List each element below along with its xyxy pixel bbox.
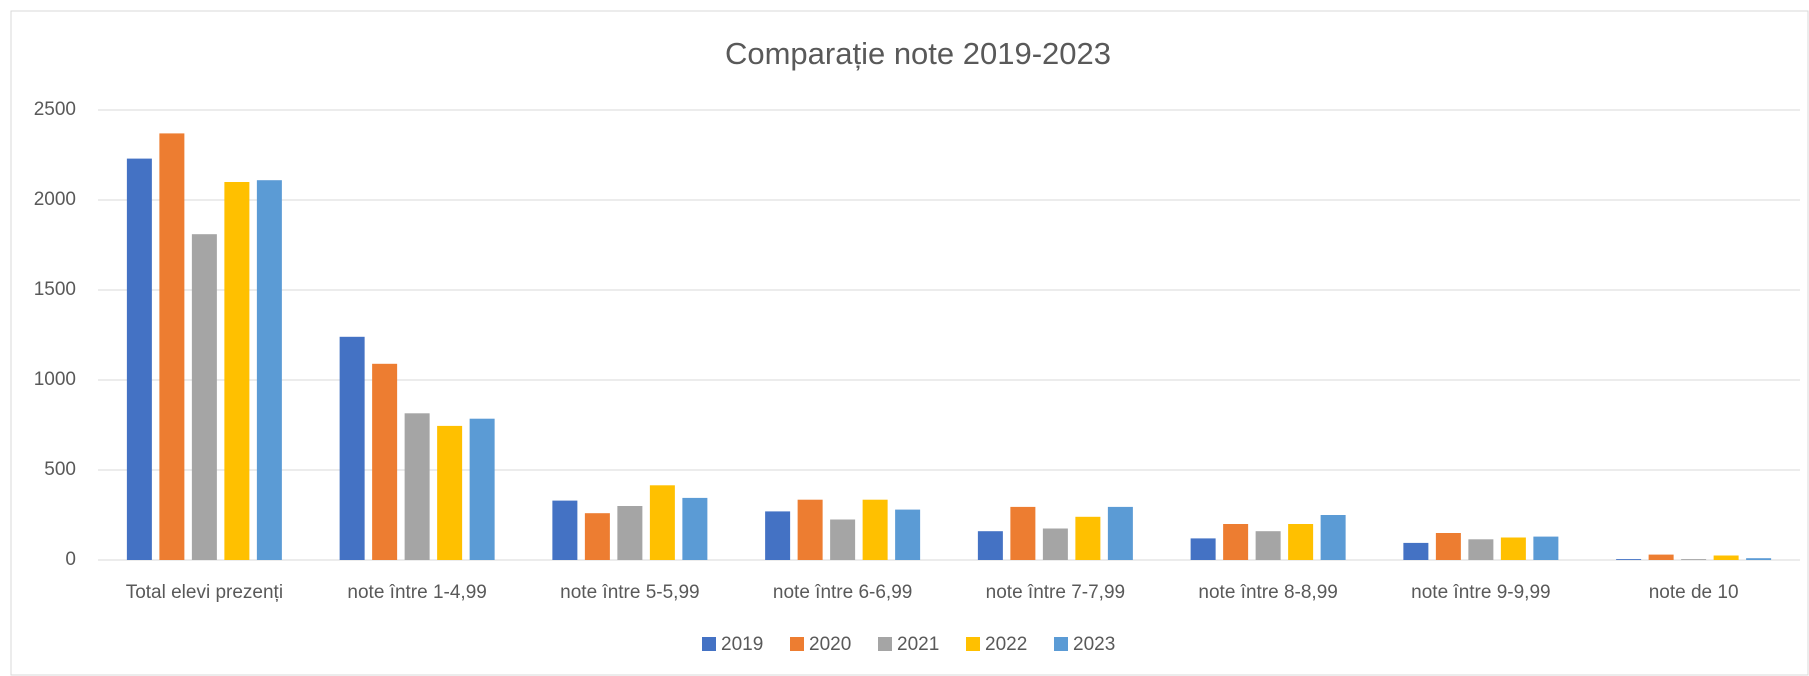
x-tick-label: note între 9-9,99 — [1411, 582, 1550, 603]
x-tick-label: note între 8-8,99 — [1198, 582, 1337, 603]
bar — [1468, 539, 1494, 560]
bar — [1713, 555, 1739, 560]
bar — [126, 158, 152, 560]
bar — [372, 363, 398, 560]
y-tick-label: 2500 — [34, 99, 76, 120]
legend-label: 2020 — [809, 634, 851, 655]
bar — [224, 182, 250, 560]
x-tick-label: note între 7-7,99 — [986, 582, 1125, 603]
bar — [617, 506, 643, 560]
bar — [1435, 533, 1461, 560]
bar — [682, 497, 708, 560]
bar — [1190, 538, 1216, 560]
legend-label: 2021 — [897, 634, 939, 655]
bar — [1223, 524, 1249, 560]
bar — [1010, 506, 1036, 560]
legend-swatch — [702, 637, 716, 651]
bar — [256, 180, 282, 560]
bar — [1320, 515, 1346, 560]
bar — [191, 234, 217, 560]
bar — [1107, 506, 1133, 560]
bar — [895, 509, 921, 560]
x-tick-label: note de 10 — [1649, 582, 1739, 603]
bar — [1746, 558, 1772, 560]
bar — [977, 531, 1003, 560]
bar — [765, 511, 791, 560]
bar — [1042, 528, 1068, 560]
x-tick-label: note între 5-5,99 — [560, 582, 699, 603]
bar — [584, 513, 610, 560]
bar — [552, 500, 578, 560]
legend-swatch — [1054, 637, 1068, 651]
bar — [159, 133, 185, 560]
bar — [1681, 559, 1707, 560]
x-tick-label: Total elevi prezenți — [126, 582, 283, 603]
legend-swatch — [790, 637, 804, 651]
bar — [339, 336, 365, 560]
y-tick-label: 1500 — [34, 279, 76, 300]
legend-swatch — [966, 637, 980, 651]
chart-border — [10, 10, 1809, 676]
y-tick-label: 0 — [65, 549, 76, 570]
bar — [1500, 537, 1526, 560]
legend-label: 2022 — [985, 634, 1027, 655]
bar — [830, 519, 856, 560]
bar — [797, 499, 823, 560]
bar — [649, 485, 675, 560]
bar — [437, 425, 463, 560]
legend-label: 2019 — [721, 634, 763, 655]
bar — [404, 413, 430, 560]
bar — [862, 499, 888, 560]
x-tick-label: note între 1-4,99 — [347, 582, 486, 603]
bar — [469, 418, 495, 560]
legend-swatch — [878, 637, 892, 651]
bar — [1616, 559, 1642, 560]
bar — [1075, 516, 1101, 560]
y-tick-label: 1000 — [34, 369, 76, 390]
bar — [1533, 536, 1559, 560]
y-tick-label: 2000 — [34, 189, 76, 210]
chart-title: Comparație note 2019-2023 — [725, 36, 1111, 71]
bar — [1648, 554, 1674, 560]
bar — [1403, 542, 1429, 560]
bar — [1288, 524, 1314, 560]
x-tick-label: note între 6-6,99 — [773, 582, 912, 603]
legend-label: 2023 — [1073, 634, 1115, 655]
bar — [1255, 531, 1281, 560]
y-tick-label: 500 — [44, 459, 76, 480]
